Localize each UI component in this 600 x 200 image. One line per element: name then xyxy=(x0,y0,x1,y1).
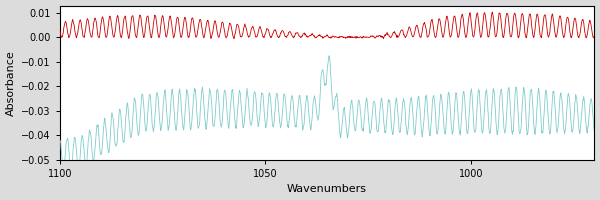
Y-axis label: Absorbance: Absorbance xyxy=(5,50,16,116)
X-axis label: Wavenumbers: Wavenumbers xyxy=(287,184,367,194)
